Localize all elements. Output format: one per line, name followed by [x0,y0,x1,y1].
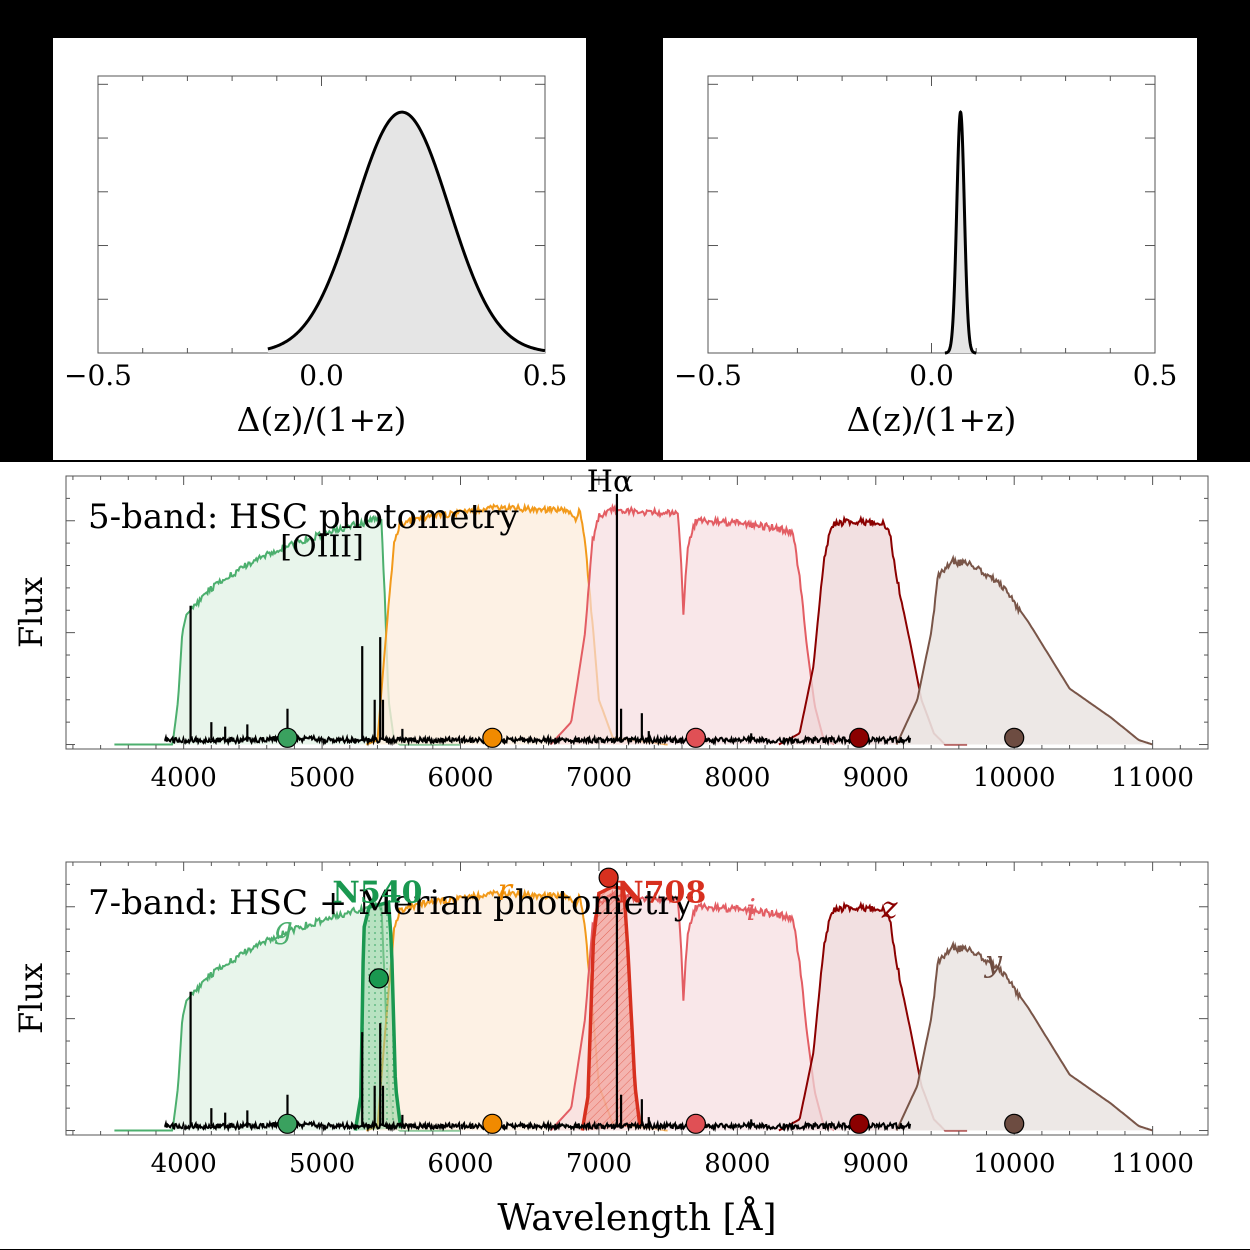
x-tick-label: 9000 [843,1149,909,1179]
annotation-g: g [274,911,293,946]
photometry-point-z [849,1113,870,1134]
x-tick-label: −0.5 [674,359,742,392]
photometry-point-r [482,727,503,748]
x-tick-label: 5000 [289,763,355,793]
photometry-point-i [685,1113,706,1134]
photometry-point-z [849,727,870,748]
pdf-chart-right: −0.5 0.0 0.5 Δ(z)/(1+z) [674,75,1178,439]
photometry-point-N708 [598,867,619,888]
x-tick-label: 0.5 [1133,359,1178,392]
pdf-panel-right: −0.5 0.0 0.5 Δ(z)/(1+z) [663,38,1197,460]
pdf-fill [944,112,977,353]
y-axis-label: Flux [12,963,50,1034]
x-tick-label: 0.0 [299,359,344,392]
spectrum-axes-2: 4000 5000 6000 7000 8000 9000 10000 11000 5-band… [12,465,1209,793]
x-tick-label: 11000 [1111,763,1194,793]
x-tick-label: 6000 [427,1149,493,1179]
spectrum-axes-3: 4000 5000 6000 7000 8000 9000 10000 11000 7-band… [12,861,1209,1239]
annotation-y: y [983,945,1003,980]
filter-fill-g [114,516,461,745]
x-tick-label: 7000 [566,763,632,793]
x-tick-label: 11000 [1111,1149,1194,1179]
x-tick-label: 10000 [973,763,1056,793]
x-tick-label: 8000 [704,763,770,793]
photometry-point-g [277,1113,298,1134]
photometry-point-i [685,727,706,748]
photometry-point-r [482,1113,503,1134]
x-axis-label: Wavelength [Å] [497,1197,776,1239]
x-tick-label: 7000 [566,1149,632,1179]
x-tick-label: 4000 [151,763,217,793]
filter-pattern-N540 [355,902,401,1131]
x-tick-label: 10000 [973,1149,1056,1179]
pdf-curve [267,110,546,353]
spectra-panel: 4000 5000 6000 7000 8000 9000 10000 11000 5-band… [0,462,1250,1249]
pdf-panel-left: −0.5 0.0 0.5 Δ(z)/(1+z) [53,38,586,460]
x-tick-label: 0.5 [523,359,568,392]
photometry-point-y [1004,1113,1025,1134]
pdf-curve [944,110,977,355]
filter-curve-y [895,554,1153,746]
plot-frame [65,861,1209,1136]
x-tick-label: 9000 [843,763,909,793]
x-tick-label: 5000 [289,1149,355,1179]
annotation-r: r [498,873,514,908]
filter-curve-i [549,503,835,746]
x-tick-label: 4000 [151,1149,217,1179]
x-tick-label: 8000 [704,1149,770,1179]
annotation-z: z [881,891,898,926]
annotation-OIII: [OIII] [280,530,364,565]
filter-curve-N540 [353,900,403,1131]
photometry-point-N540 [368,968,389,989]
filter-curve-y [895,940,1153,1132]
x-axis-label: Δ(z)/(1+z) [237,400,407,439]
x-tick-label: −0.5 [64,359,132,392]
panel-title: 5-band: HSC photometry [88,497,519,537]
photometry-point-g [277,727,298,748]
x-tick-label: 0.0 [909,359,954,392]
filter-fill-i [550,506,834,745]
x-tick-label: 6000 [427,763,493,793]
annotation-H: Hα [587,465,633,500]
filter-fill-y [896,558,1153,745]
filter-pattern-N708 [582,886,640,1131]
filter-fill-z [778,518,968,745]
photometry-point-y [1004,727,1025,748]
filter-fill-y [896,944,1153,1131]
panel-title: 7-band: HSC + Merian photometry [88,883,694,923]
filter-fill-z [778,904,968,1131]
plot-frame [707,75,1156,354]
annotation-N540: N540 [332,875,422,910]
annotation-i: i [746,893,756,928]
annotation-N708: N708 [616,875,706,910]
pdf-fill [267,112,545,353]
y-axis-label: Flux [12,577,50,648]
spectra-chart: 4000 5000 6000 7000 8000 9000 10000 11000 5-band… [12,465,1209,1239]
plot-frame [65,475,1209,750]
x-axis-label: Δ(z)/(1+z) [847,400,1017,439]
pdf-chart-left: −0.5 0.0 0.5 Δ(z)/(1+z) [64,75,568,439]
